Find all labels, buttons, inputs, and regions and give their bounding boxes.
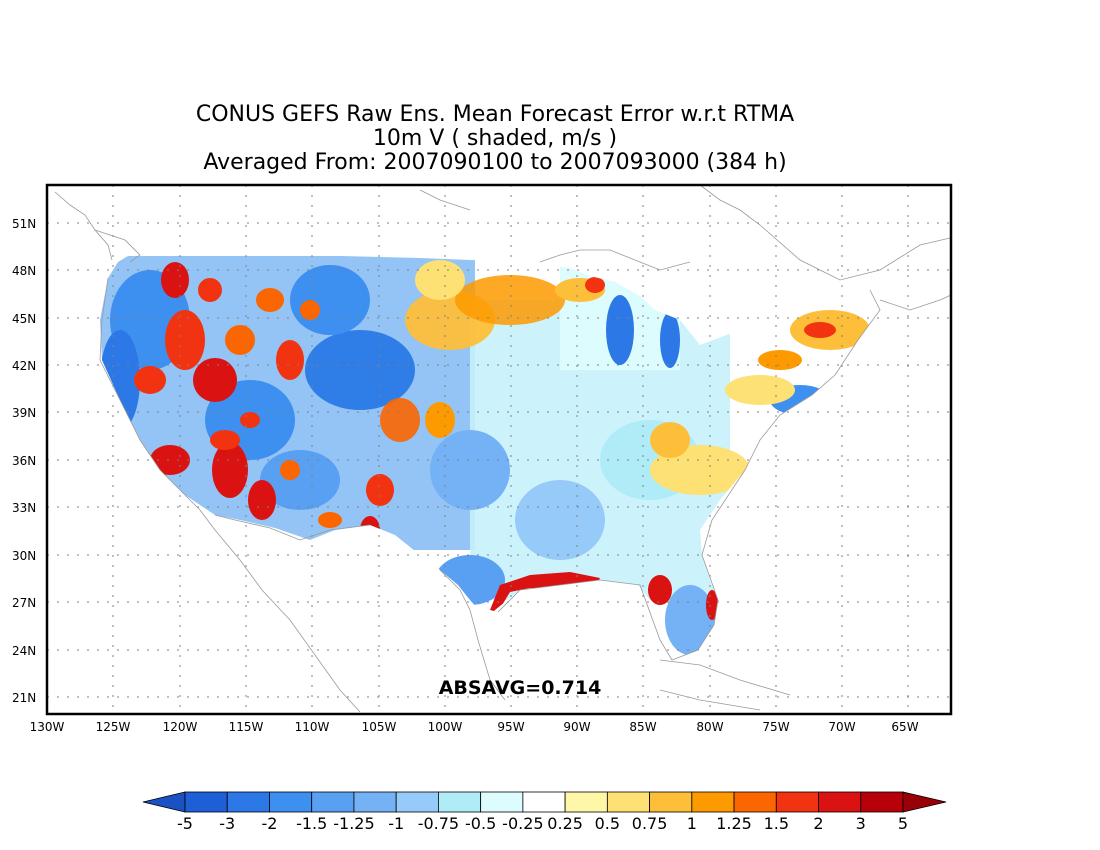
coastlines xyxy=(54,185,951,713)
colorbar-swatch xyxy=(226,791,270,813)
lat-label: 36N xyxy=(12,454,36,468)
colorbar-label: -1.25 xyxy=(333,814,374,833)
lat-label: 48N xyxy=(12,264,36,278)
colorbar-swatch xyxy=(818,791,862,813)
lon-label: 65W xyxy=(891,720,918,734)
colorbar-label: 0.5 xyxy=(595,814,620,833)
colorbar-boxes xyxy=(184,791,904,813)
map-subtitle-period: Averaged From: 2007090100 to 2007093000 … xyxy=(203,150,787,175)
colorbar-swatch xyxy=(691,791,735,813)
colorbar-label: 1 xyxy=(687,814,697,833)
lon-label: 90W xyxy=(563,720,590,734)
colorbar-label: -2 xyxy=(261,814,277,833)
colorbar-swatch xyxy=(480,791,524,813)
colorbar: -5 -3 -2 -1.5 -1.25 -1 -0.75 -0.5 -0.25 0.25 0.5 0.… xyxy=(142,791,947,833)
map-subtitle-variable: 10m V ( shaded, m/s ) xyxy=(372,126,618,151)
colorbar-label: 0.75 xyxy=(632,814,668,833)
lon-label: 70W xyxy=(828,720,855,734)
longitude-labels: 130W 125W 120W 115W 110W 105W 100W 95W 9… xyxy=(30,720,919,734)
lat-label: 39N xyxy=(12,406,36,420)
lon-label: 105W xyxy=(362,720,397,734)
colorbar-swatch xyxy=(184,791,228,813)
lon-label: 100W xyxy=(428,720,463,734)
colorbar-label: 1.5 xyxy=(764,814,789,833)
colorbar-swatch xyxy=(733,791,777,813)
lat-label: 24N xyxy=(12,644,36,658)
colorbar-label: -0.75 xyxy=(418,814,459,833)
colorbar-label: -3 xyxy=(219,814,235,833)
colorbar-swatch xyxy=(775,791,819,813)
colorbar-swatch xyxy=(522,791,566,813)
lon-label: 130W xyxy=(30,720,65,734)
colorbar-label: 1.25 xyxy=(716,814,752,833)
colorbar-label: 2 xyxy=(813,814,823,833)
colorbar-label: -1 xyxy=(388,814,404,833)
map-frame xyxy=(45,183,953,716)
lat-label: 42N xyxy=(12,359,36,373)
colorbar-label: -1.5 xyxy=(296,814,327,833)
colorbar-swatch xyxy=(606,791,650,813)
absavg-annotation: ABSAVG=0.714 xyxy=(439,677,602,699)
colorbar-swatch xyxy=(395,791,439,813)
colorbar-label: 0.25 xyxy=(547,814,583,833)
colorbar-swatch xyxy=(649,791,693,813)
lon-label: 125W xyxy=(96,720,131,734)
lon-label: 115W xyxy=(229,720,264,734)
latitude-labels: 51N 48N 45N 42N 39N 36N 33N 30N 27N 24N … xyxy=(12,217,36,705)
lon-label: 110W xyxy=(295,720,330,734)
colorbar-labels: -5 -3 -2 -1.5 -1.25 -1 -0.75 -0.5 -0.25 0.25 0.5 0.… xyxy=(177,814,908,833)
lat-label: 51N xyxy=(12,217,36,231)
lon-label: 95W xyxy=(497,720,524,734)
lon-label: 120W xyxy=(163,720,198,734)
colorbar-label: 5 xyxy=(898,814,908,833)
lat-label: 21N xyxy=(12,691,36,705)
colorbar-label: -0.5 xyxy=(465,814,496,833)
colorbar-swatch xyxy=(860,791,904,813)
colorbar-swatch xyxy=(438,791,482,813)
lon-label: 75W xyxy=(762,720,789,734)
lat-label: 27N xyxy=(12,596,36,610)
colorbar-swatch xyxy=(564,791,608,813)
map-title: CONUS GEFS Raw Ens. Mean Forecast Error … xyxy=(195,102,795,127)
colorbar-swatch xyxy=(353,791,397,813)
lat-label: 30N xyxy=(12,549,36,563)
lat-label: 45N xyxy=(12,312,36,326)
lon-label: 85W xyxy=(629,720,656,734)
colorbar-swatch xyxy=(269,791,313,813)
colorbar-label: 3 xyxy=(856,814,866,833)
lat-lon-grid xyxy=(47,185,951,714)
colorbar-high-extend xyxy=(902,791,947,813)
colorbar-swatch xyxy=(311,791,355,813)
lat-label: 33N xyxy=(12,501,36,515)
colorbar-label: -0.25 xyxy=(502,814,543,833)
colorbar-label: -5 xyxy=(177,814,193,833)
lon-label: 80W xyxy=(696,720,723,734)
colorbar-low-extend xyxy=(142,791,186,813)
